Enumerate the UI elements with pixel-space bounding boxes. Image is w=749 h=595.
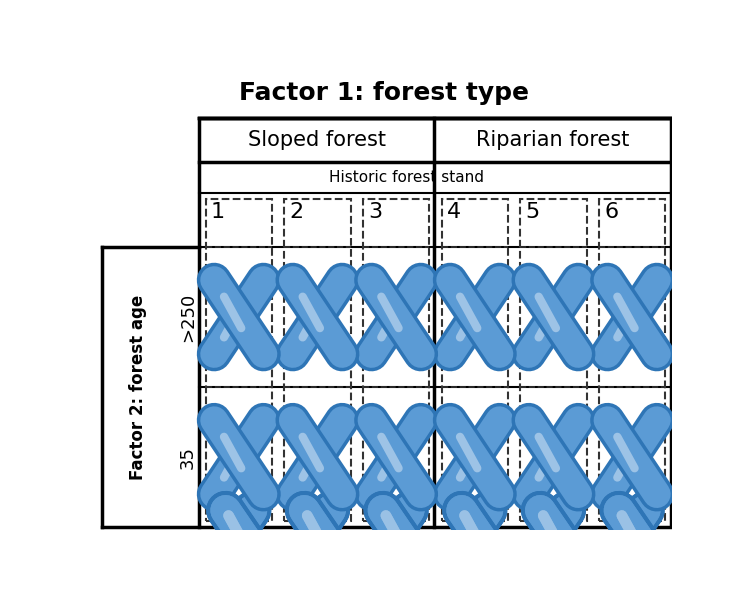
Text: 6: 6 xyxy=(604,202,619,221)
Bar xyxy=(599,199,665,521)
Bar xyxy=(285,199,351,521)
Text: 4: 4 xyxy=(447,202,461,221)
Text: 35: 35 xyxy=(179,446,197,469)
Text: 2: 2 xyxy=(290,202,303,221)
Text: Historic forest stand: Historic forest stand xyxy=(330,170,485,185)
Bar xyxy=(199,118,671,527)
Bar xyxy=(521,199,586,521)
Text: >250: >250 xyxy=(179,292,197,342)
Text: 1: 1 xyxy=(211,202,225,221)
Text: 5: 5 xyxy=(526,202,540,221)
Text: Riparian forest: Riparian forest xyxy=(476,130,630,150)
Bar xyxy=(206,199,272,521)
Text: Factor 2: forest age: Factor 2: forest age xyxy=(129,295,147,480)
Text: 3: 3 xyxy=(369,202,382,221)
Bar xyxy=(442,199,508,521)
Bar xyxy=(363,199,429,521)
Text: Factor 1: forest type: Factor 1: forest type xyxy=(239,81,529,105)
Text: Sloped forest: Sloped forest xyxy=(248,130,386,150)
